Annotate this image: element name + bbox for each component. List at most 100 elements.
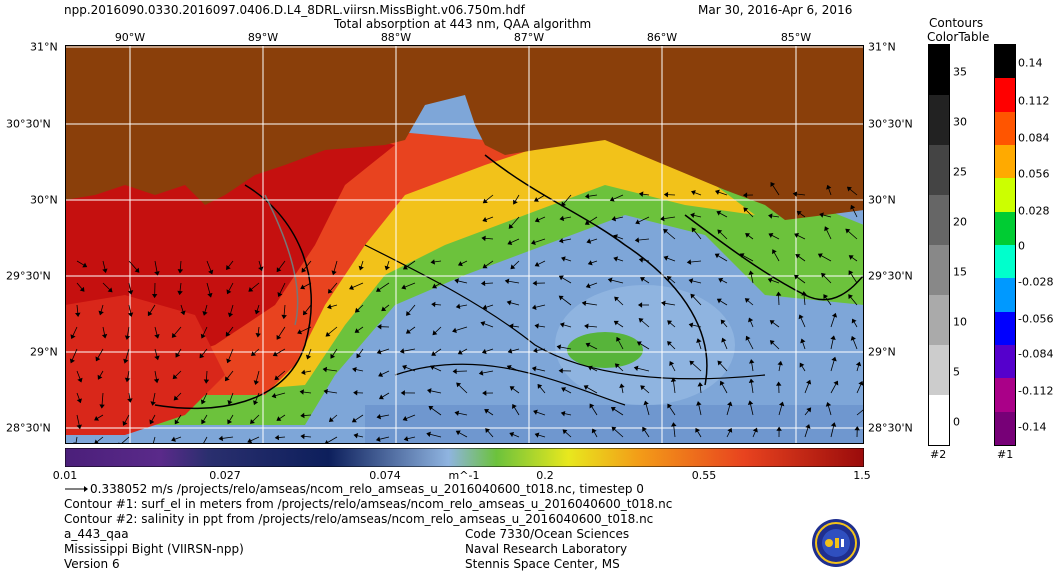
current-arrowhead	[177, 290, 183, 296]
current-arrowhead	[716, 210, 722, 216]
current-arrowhead	[584, 323, 589, 329]
current-arrowhead	[99, 404, 105, 409]
current-arrowhead	[801, 291, 807, 296]
current-arrowhead	[558, 368, 563, 374]
current-arrowhead	[353, 433, 359, 439]
colorbar-tick: 0.027	[209, 469, 241, 482]
nrl-seal-logo	[812, 519, 860, 567]
colortable-label: -0.112	[1018, 384, 1054, 398]
current-arrowhead	[82, 262, 88, 268]
current-arrowhead	[510, 264, 516, 270]
lat-label: 30°30'N	[6, 117, 51, 131]
current-arrowhead	[767, 277, 773, 283]
lat-label: 30°N	[30, 193, 58, 207]
current-arrowhead	[642, 426, 647, 432]
current-arrowhead	[323, 388, 328, 395]
current-arrowhead	[613, 256, 619, 262]
current-arrowhead	[792, 191, 798, 197]
current-arrow	[856, 408, 864, 416]
current-arrowhead	[633, 365, 639, 372]
current-arrowhead	[561, 201, 567, 207]
current-arrowhead	[688, 322, 694, 328]
current-arrowhead	[403, 436, 409, 442]
legend-subtitle: ColorTable	[927, 30, 990, 44]
current-arrowhead	[301, 267, 307, 273]
lon-label: 85°W	[780, 31, 812, 44]
current-arrowhead	[747, 400, 754, 406]
current-arrowhead	[227, 419, 233, 425]
current-arrowhead	[559, 215, 565, 222]
colortable-label: -0.056	[1018, 312, 1054, 326]
current-arrowhead	[253, 380, 260, 385]
current-arrowhead	[208, 269, 214, 275]
current-arrowhead	[76, 424, 82, 430]
current-arrowhead	[845, 228, 851, 234]
current-arrowhead	[587, 260, 593, 266]
current-arrowhead	[322, 366, 328, 373]
current-arrowhead	[591, 428, 597, 434]
current-arrowhead	[300, 412, 305, 419]
org-name: Naval Research Laboratory	[465, 542, 628, 556]
current-arrowhead	[727, 427, 733, 433]
current-arrowhead	[399, 348, 405, 354]
current-arrowhead	[688, 278, 694, 284]
colorbar-tick: 0.074	[369, 469, 401, 482]
current-arrowhead	[584, 220, 590, 225]
current-arrowhead	[70, 334, 76, 340]
current-arrowhead	[482, 198, 488, 204]
contour1-note: Contour #1: surf_el in meters from /proj…	[64, 497, 673, 511]
current-arrowhead	[171, 436, 176, 442]
current-arrowhead	[327, 303, 332, 310]
current-arrowhead	[428, 405, 434, 411]
current-arrowhead	[748, 317, 754, 323]
current-arrowhead	[506, 300, 512, 306]
current-arrowhead	[534, 217, 540, 223]
current-arrowhead	[255, 333, 261, 338]
current-arrowhead	[744, 298, 750, 303]
current-arrowhead	[276, 267, 282, 273]
current-arrowhead	[666, 276, 672, 281]
current-arrowhead	[271, 392, 277, 399]
current-arrowhead	[636, 341, 642, 347]
current-arrowhead	[456, 382, 462, 388]
current-arrowhead	[798, 314, 804, 320]
current-arrowhead	[534, 323, 539, 329]
current-arrowhead	[381, 306, 387, 312]
current-arrowhead	[513, 199, 518, 205]
current-arrowhead	[251, 351, 257, 356]
current-arrowhead	[777, 360, 783, 366]
colortable-label: 0.056	[1018, 167, 1050, 181]
current-arrowhead	[635, 219, 641, 225]
current-arrowhead	[482, 263, 488, 269]
colortable-label: 0.084	[1018, 131, 1050, 145]
current-arrowhead	[742, 192, 748, 198]
current-arrowhead	[378, 371, 384, 377]
contour-line	[154, 184, 312, 410]
current-arrowhead	[226, 358, 232, 364]
deep-water-strip	[365, 405, 864, 444]
delta-plume	[65, 295, 225, 435]
contour2-note: Contour #2: salinity in ppt from /projec…	[64, 512, 654, 526]
current-arrowhead	[531, 366, 537, 372]
colortable-label: 0	[1018, 239, 1025, 253]
current-arrowhead	[855, 361, 862, 367]
current-arrowhead	[667, 341, 672, 346]
legend-title: Contours	[929, 16, 984, 30]
current-arrowhead	[94, 415, 100, 421]
current-arrowhead	[484, 409, 490, 414]
contour-label: 25	[953, 165, 967, 179]
contours-gray-legend	[928, 44, 950, 446]
current-arrowhead	[258, 266, 264, 272]
current-arrowhead	[769, 340, 775, 346]
current-arrowhead	[587, 365, 593, 371]
current-arrowhead	[850, 204, 856, 210]
current-arrowhead	[478, 370, 484, 376]
colorbar-tick: 0.2	[536, 469, 554, 482]
current-arrowhead	[454, 278, 459, 284]
current-arrow	[152, 436, 156, 444]
legend-tag: #2	[930, 448, 947, 461]
current-arrowhead	[613, 320, 619, 326]
current-arrowhead	[482, 390, 487, 396]
current-arrowhead	[175, 352, 181, 358]
current-arrowhead	[817, 253, 823, 259]
